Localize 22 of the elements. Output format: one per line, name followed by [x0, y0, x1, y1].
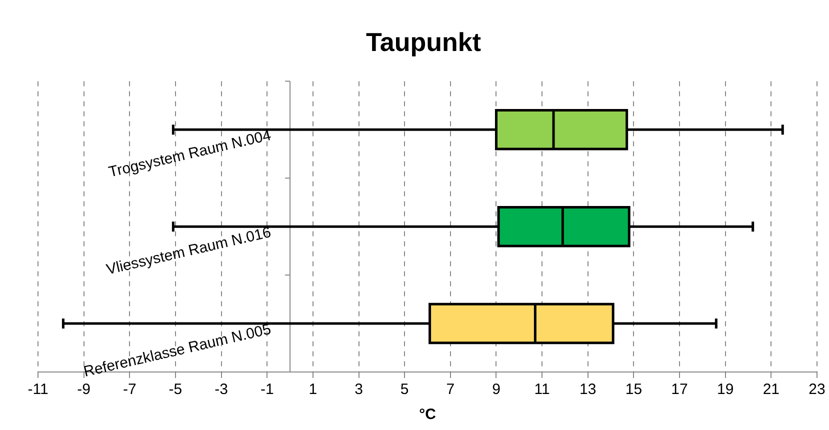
- x-tick-label: 11: [534, 381, 550, 398]
- x-tick-label: -9: [77, 381, 90, 398]
- x-tick-label: 13: [580, 381, 596, 398]
- x-tick-label: 21: [762, 381, 780, 398]
- x-tick-label: 17: [671, 381, 688, 398]
- x-tick-label: 1: [308, 381, 318, 398]
- x-tick-label: 5: [400, 381, 409, 398]
- x-tick-label: -11: [28, 381, 48, 398]
- chart-title: Taupunkt: [366, 26, 482, 57]
- x-tick-label: 23: [808, 381, 826, 398]
- x-tick-label: -5: [168, 381, 182, 398]
- x-tick-label: -1: [260, 381, 274, 398]
- y-tick-label: Vliessystem Raum N.016: [104, 224, 273, 278]
- x-tick-label: 15: [625, 381, 642, 398]
- y-tick-label: Trogsystem Raum N.004: [107, 127, 273, 181]
- x-tick-label: -3: [214, 381, 228, 398]
- x-tick-label: 7: [446, 381, 455, 398]
- x-tick-label: 3: [354, 381, 363, 398]
- x-axis-title: °C: [419, 406, 436, 424]
- x-tick-label: 19: [717, 381, 734, 398]
- x-tick-label: 9: [492, 381, 500, 398]
- x-tick-label: -7: [122, 381, 136, 398]
